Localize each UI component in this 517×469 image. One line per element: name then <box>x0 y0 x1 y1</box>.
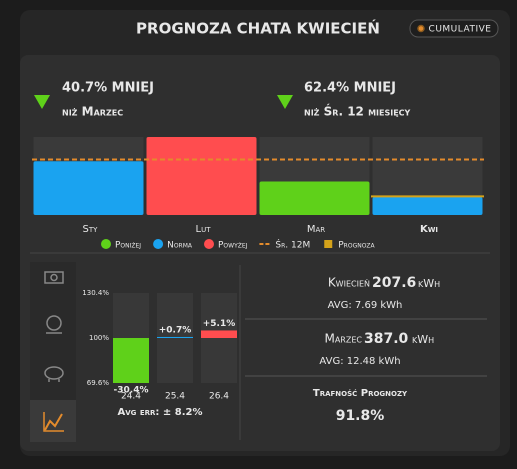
bar <box>146 137 257 215</box>
badge[interactable]: CUMULATIVE <box>409 19 499 38</box>
bar <box>157 336 193 338</box>
legend-label: Norma <box>167 241 193 251</box>
summary-label: Marzec <box>324 332 362 346</box>
stat-value: 62.4% MNIEJ <box>304 81 396 96</box>
x-tick-label: Sty <box>83 224 99 235</box>
legend-label: Prognoza <box>338 241 375 251</box>
stat-label: niż Marzec <box>62 105 123 119</box>
badge-frame[interactable] <box>409 19 499 38</box>
summary-avg: AVG: 12.48 kWh <box>319 356 400 367</box>
gauge-icon[interactable] <box>46 315 62 334</box>
accuracy-label: Trafność Prognozy <box>313 388 408 399</box>
chart-icon[interactable] <box>44 413 63 431</box>
summary-label: Kwiecień <box>328 276 370 290</box>
y-tick-label: 69.6% <box>87 379 110 387</box>
y-tick-label: 100% <box>89 334 109 342</box>
x-tick-label: Kwi <box>420 224 438 235</box>
icon-part[interactable] <box>44 271 64 284</box>
value-label: +0.7% <box>159 325 192 335</box>
down-arrow <box>277 95 293 109</box>
value-label: +5.1% <box>203 319 236 329</box>
x-tick-label: Mar <box>307 224 325 235</box>
y-tick-label: 130.4% <box>82 289 109 297</box>
bar <box>33 161 144 215</box>
legend-label: Powyżej <box>218 241 248 251</box>
summary-value: 387.0 <box>364 331 409 347</box>
summary-unit: kWh <box>412 333 434 346</box>
sidebar <box>30 262 76 442</box>
bar <box>201 330 237 338</box>
summary-value: 207.6 <box>372 275 416 291</box>
badge-dot <box>417 24 425 33</box>
bar <box>113 338 149 383</box>
legend-swatch <box>101 239 111 249</box>
title: PROGNOZA CHATA KWIECIEŃ <box>136 19 380 38</box>
icon-part[interactable] <box>44 366 64 380</box>
x-tick-label: Lut <box>196 224 212 235</box>
down-arrow <box>34 95 50 109</box>
bar <box>259 181 370 215</box>
legend-label: Śr. 12M <box>275 239 310 251</box>
legend-swatch <box>153 239 164 249</box>
summary-avg: AVG: 7.69 kWh <box>328 300 403 311</box>
stat-label: niż Śr. 12 miesięcy <box>304 104 411 119</box>
money-icon[interactable] <box>44 271 64 284</box>
x-tick-label: 26.4 <box>209 392 229 402</box>
x-tick-label: 24.4 <box>121 392 141 402</box>
badge-label[interactable]: CUMULATIVE <box>429 25 492 35</box>
icon-part[interactable] <box>46 315 62 331</box>
x-tick-label: 25.4 <box>165 392 185 402</box>
stat-value: 40.7% MNIEJ <box>62 81 154 96</box>
legend-swatch <box>204 239 214 249</box>
legend-swatch <box>324 240 333 248</box>
footer: Avg err: ± 8.2% <box>117 407 202 418</box>
summary-unit: kWh <box>418 277 440 290</box>
active-tab[interactable] <box>30 400 76 442</box>
piggy-icon[interactable] <box>44 366 64 382</box>
legend-label: Poniżej <box>115 241 141 251</box>
chart-icon[interactable] <box>43 412 64 432</box>
icon-part[interactable] <box>50 273 58 282</box>
value-label: -30.4% <box>114 386 149 396</box>
bar <box>372 197 483 215</box>
accuracy-value: 91.8% <box>336 408 385 424</box>
